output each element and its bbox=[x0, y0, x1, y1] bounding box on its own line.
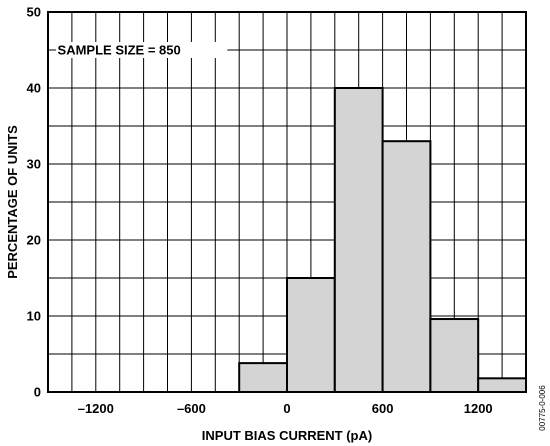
histogram-bars bbox=[238, 87, 528, 394]
x-tick-label: 0 bbox=[283, 401, 290, 416]
histogram-bar bbox=[429, 318, 480, 394]
sample-size-annotation: SAMPLE SIZE = 850 bbox=[58, 43, 181, 58]
y-axis-ticks: 0 10 20 30 40 50 bbox=[27, 5, 41, 400]
x-axis-ticks: –1200 –600 0 600 1200 bbox=[78, 401, 493, 416]
figure-id: 00775-0-006 bbox=[538, 385, 547, 431]
x-tick-label: –1200 bbox=[78, 401, 114, 416]
y-tick-label: 0 bbox=[34, 385, 41, 400]
histogram-bar bbox=[238, 362, 288, 393]
y-axis-title: PERCENTAGE OF UNITS bbox=[5, 125, 20, 279]
histogram-bar bbox=[333, 87, 384, 393]
x-tick-label: 1200 bbox=[464, 401, 493, 416]
histogram-bar bbox=[477, 377, 528, 394]
y-tick-label: 40 bbox=[27, 81, 41, 96]
x-tick-label: –600 bbox=[177, 401, 206, 416]
y-tick-label: 20 bbox=[27, 233, 41, 248]
histogram-bar bbox=[286, 277, 336, 393]
plot-frame bbox=[47, 11, 527, 393]
annotation-background bbox=[55, 42, 228, 58]
x-tick-label: 600 bbox=[372, 401, 394, 416]
x-axis-title: INPUT BIAS CURRENT (pA) bbox=[202, 428, 372, 443]
y-tick-label: 30 bbox=[27, 157, 41, 172]
y-tick-label: 10 bbox=[27, 309, 41, 324]
histogram-bar bbox=[381, 140, 432, 393]
y-tick-label: 50 bbox=[27, 5, 41, 20]
